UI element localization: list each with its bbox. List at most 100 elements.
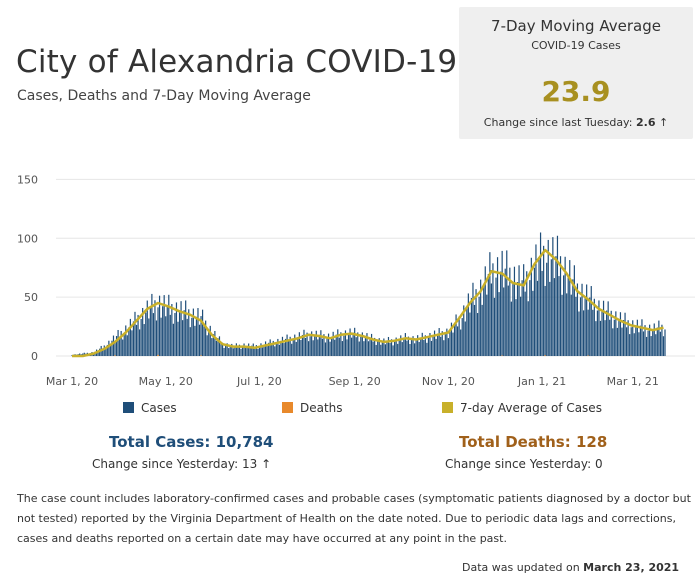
case-bar bbox=[109, 345, 112, 356]
case-bar bbox=[589, 297, 591, 356]
case-bar bbox=[458, 316, 460, 356]
case-bar bbox=[334, 339, 336, 356]
case-bar bbox=[627, 320, 629, 356]
case-bar bbox=[254, 347, 256, 356]
case-bar bbox=[194, 325, 196, 356]
case-bar bbox=[555, 256, 557, 356]
case-bar bbox=[521, 280, 523, 356]
case-bar bbox=[529, 280, 531, 356]
case-bar bbox=[543, 245, 545, 356]
case-bar bbox=[510, 301, 512, 356]
case-bar bbox=[186, 318, 188, 356]
case-bar bbox=[599, 320, 602, 356]
case-bar bbox=[364, 336, 367, 356]
case-bar bbox=[383, 338, 385, 356]
case-bar bbox=[601, 310, 603, 356]
legend-cases[interactable]: Cases bbox=[123, 401, 177, 415]
case-bar bbox=[404, 333, 406, 356]
x-tick-label: Jul 1, 20 bbox=[236, 375, 282, 388]
case-bar bbox=[274, 346, 276, 356]
case-bar bbox=[513, 266, 516, 356]
case-bar bbox=[163, 295, 165, 356]
kpi-change-value: 2.6 bbox=[635, 116, 656, 129]
case-bar bbox=[377, 341, 379, 356]
page-title: City of Alexandria COVID-19 bbox=[16, 44, 458, 80]
death-bar bbox=[114, 355, 116, 356]
legend-label-deaths: Deaths bbox=[300, 401, 343, 415]
case-bar bbox=[616, 327, 618, 356]
case-bar bbox=[578, 311, 580, 356]
case-bar bbox=[398, 339, 400, 356]
case-bar bbox=[297, 337, 299, 356]
case-bar bbox=[613, 319, 615, 356]
moving-average-card: 7-Day Moving Average COVID-19 Cases 23.9… bbox=[459, 7, 693, 139]
case-bar bbox=[135, 324, 138, 356]
case-bar bbox=[509, 267, 511, 356]
case-bar bbox=[415, 339, 417, 356]
case-bar bbox=[607, 301, 609, 356]
case-bar bbox=[457, 326, 459, 356]
case-bar bbox=[228, 348, 230, 356]
case-bar bbox=[309, 336, 311, 356]
case-bar bbox=[566, 293, 568, 356]
case-bar bbox=[569, 260, 571, 356]
cases-chart: 0 50 100 150 Mar 1, 20 May 1, 20 Jul 1, 20 Sep … bbox=[17, 173, 695, 388]
case-bar bbox=[97, 351, 99, 356]
case-bar bbox=[312, 340, 314, 356]
case-bar bbox=[215, 340, 218, 356]
case-bar bbox=[235, 343, 237, 356]
case-bar bbox=[390, 339, 393, 356]
death-bar bbox=[544, 355, 546, 356]
case-bar bbox=[430, 340, 433, 356]
case-bar bbox=[556, 235, 559, 356]
legend-label-cases: Cases bbox=[141, 401, 177, 415]
legend-average[interactable]: 7-day Average of Cases bbox=[442, 401, 602, 415]
case-bar bbox=[533, 267, 536, 356]
case-bar bbox=[538, 257, 540, 356]
case-bar bbox=[450, 322, 453, 356]
deaths-change: Change since Yesterday: 0 bbox=[445, 457, 603, 471]
case-bar bbox=[467, 293, 469, 356]
case-bar bbox=[191, 317, 193, 356]
legend-deaths[interactable]: Deaths bbox=[282, 401, 343, 415]
case-bar bbox=[244, 348, 247, 356]
case-bar bbox=[154, 300, 156, 356]
case-bar bbox=[323, 334, 325, 356]
case-bar bbox=[188, 309, 190, 356]
case-bar bbox=[83, 352, 85, 356]
legend-swatch-average bbox=[442, 402, 453, 413]
case-bar bbox=[343, 335, 345, 356]
case-bar bbox=[664, 329, 666, 356]
case-bar bbox=[324, 342, 327, 356]
case-bar bbox=[332, 331, 334, 356]
case-bar bbox=[604, 320, 606, 356]
case-bar bbox=[595, 321, 597, 356]
case-bar bbox=[146, 300, 148, 356]
case-bar bbox=[352, 332, 354, 356]
case-bar bbox=[375, 344, 377, 356]
case-bar bbox=[582, 310, 585, 356]
case-bar bbox=[125, 325, 127, 356]
case-bar bbox=[197, 308, 199, 356]
case-bar bbox=[394, 341, 396, 356]
case-bar bbox=[165, 316, 167, 356]
case-bar bbox=[429, 332, 431, 356]
case-bar bbox=[387, 336, 390, 356]
case-bar bbox=[258, 346, 261, 356]
case-bar bbox=[460, 329, 462, 356]
case-bar bbox=[211, 338, 213, 356]
case-bar bbox=[341, 341, 343, 356]
case-bar bbox=[472, 282, 474, 356]
case-bar bbox=[395, 337, 397, 356]
case-bar bbox=[286, 334, 288, 356]
case-bar bbox=[203, 326, 205, 356]
case-bar bbox=[119, 337, 121, 356]
case-bar bbox=[661, 324, 663, 356]
case-bar bbox=[478, 296, 480, 356]
case-bar bbox=[260, 343, 262, 356]
case-bar bbox=[523, 264, 525, 356]
x-tick-label: Mar 1, 20 bbox=[46, 375, 98, 388]
case-bar bbox=[257, 348, 259, 356]
case-bar bbox=[632, 320, 634, 356]
case-bar bbox=[615, 311, 617, 356]
